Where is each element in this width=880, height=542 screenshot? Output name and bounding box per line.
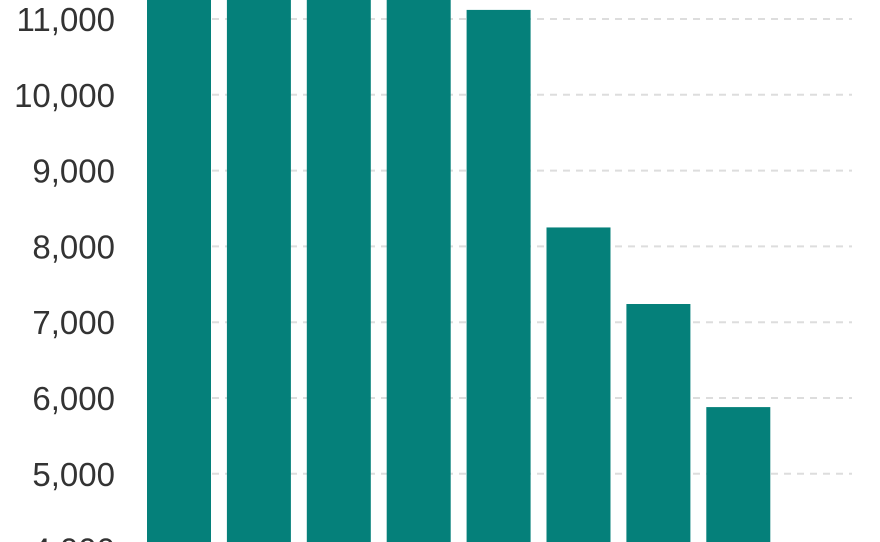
bar (546, 227, 611, 542)
bar (386, 0, 451, 542)
bar (706, 407, 771, 542)
y-tick-label: 5,000 (32, 456, 115, 493)
y-tick-label: 7,000 (32, 304, 115, 341)
y-tick-label: 10,000 (14, 77, 115, 114)
y-tick-label: 9,000 (32, 153, 115, 190)
bar (466, 9, 531, 542)
bar (306, 0, 371, 542)
y-tick-label: 8,000 (32, 228, 115, 265)
y-tick-label: 6,000 (32, 380, 115, 417)
bar (626, 304, 691, 542)
y-tick-label: 4,000 (32, 532, 115, 542)
bar (226, 0, 291, 542)
bar (147, 0, 211, 542)
y-tick-label: 11,000 (17, 1, 115, 38)
